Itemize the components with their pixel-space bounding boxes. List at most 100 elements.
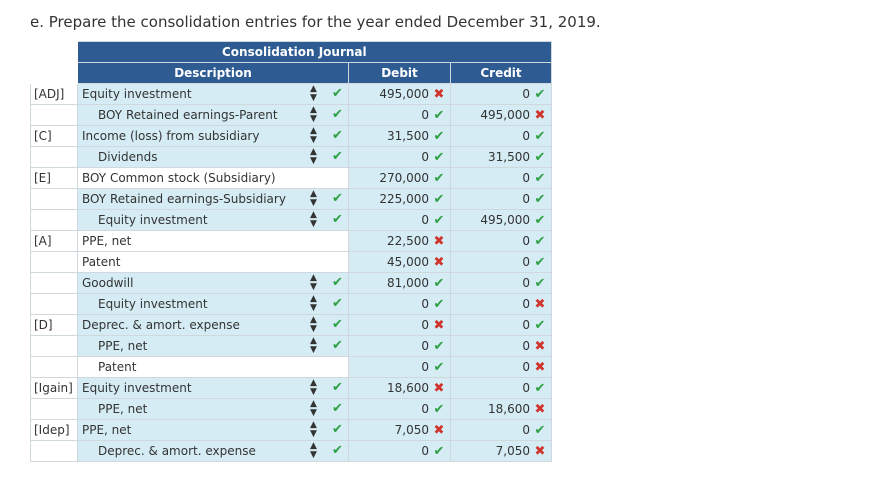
account-select[interactable]: Equity investment ▲ ▼ ✔ (77, 209, 349, 231)
debit-value: 18,600 (387, 380, 429, 395)
updown-arrows-icon[interactable]: ▲ ▼ (310, 273, 317, 292)
debit-value: 0 (421, 296, 429, 311)
check-icon: ✔ (534, 212, 546, 228)
credit-input[interactable]: 0 ✔ (450, 419, 552, 441)
credit-value: 0 (522, 359, 530, 374)
account-name: Patent (82, 255, 121, 269)
account-name: Deprec. & amort. expense (98, 444, 256, 458)
debit-input[interactable]: 0 ✔ (348, 356, 451, 378)
updown-arrows-icon[interactable]: ▲ ▼ (310, 210, 317, 229)
account-select[interactable]: Equity investment ▲ ▼ ✔ (77, 377, 349, 399)
credit-input[interactable]: 0 ✔ (450, 188, 552, 210)
debit-input[interactable]: 0 ✖ (348, 314, 451, 336)
account-select[interactable]: Income (loss) from subsidiary ▲ ▼ ✔ (77, 125, 349, 147)
debit-input[interactable]: 0 ✔ (348, 398, 451, 420)
updown-arrows-icon[interactable]: ▲ ▼ (310, 315, 317, 334)
credit-input[interactable]: 0 ✔ (450, 230, 552, 252)
credit-input[interactable]: 0 ✔ (450, 167, 552, 189)
account-select[interactable]: Deprec. & amort. expense ▲ ▼ ✔ (77, 440, 349, 462)
credit-input[interactable]: 0 ✔ (450, 314, 552, 336)
debit-value: 31,500 (387, 128, 429, 143)
account-select[interactable]: Goodwill ▲ ▼ ✔ (77, 272, 349, 294)
credit-input[interactable]: 0 ✖ (450, 293, 552, 315)
account-name: PPE, net (82, 234, 132, 248)
check-icon: ✔ (332, 128, 343, 143)
account-select[interactable]: Equity investment ▲ ▼ ✔ (77, 293, 349, 315)
credit-value: 0 (522, 422, 530, 437)
account-name: BOY Retained earnings-Parent (98, 108, 278, 122)
debit-input[interactable]: 270,000 ✔ (348, 167, 451, 189)
account-input[interactable]: Patent (77, 251, 349, 273)
updown-arrows-icon[interactable]: ▲ ▼ (310, 189, 317, 208)
check-icon: ✔ (534, 128, 546, 144)
credit-input[interactable]: 31,500 ✔ (450, 146, 552, 168)
credit-input[interactable]: 495,000 ✔ (450, 209, 552, 231)
credit-input[interactable]: 18,600 ✖ (450, 398, 552, 420)
journal-row: Equity investment ▲ ▼ ✔ 0 ✔ 0 ✖ (30, 293, 552, 315)
debit-input[interactable]: 0 ✔ (348, 209, 451, 231)
credit-input[interactable]: 0 ✖ (450, 335, 552, 357)
updown-arrows-icon[interactable]: ▲ ▼ (310, 336, 317, 355)
credit-value: 0 (522, 191, 530, 206)
account-input[interactable]: Patent (77, 356, 349, 378)
debit-input[interactable]: 225,000 ✔ (348, 188, 451, 210)
account-select[interactable]: PPE, net ▲ ▼ ✔ (77, 335, 349, 357)
entry-ref (30, 335, 78, 357)
entry-ref: [Idep] (30, 419, 78, 441)
updown-arrows-icon[interactable]: ▲ ▼ (310, 420, 317, 439)
debit-input[interactable]: 0 ✔ (348, 293, 451, 315)
account-select[interactable]: Equity investment ▲ ▼ ✔ (77, 83, 349, 105)
credit-value: 0 (522, 338, 530, 353)
credit-input[interactable]: 0 ✔ (450, 125, 552, 147)
account-select[interactable]: BOY Retained earnings-Subsidiary ▲ ▼ ✔ (77, 188, 349, 210)
account-select[interactable]: Deprec. & amort. expense ▲ ▼ ✔ (77, 314, 349, 336)
updown-arrows-icon[interactable]: ▲ ▼ (310, 399, 317, 418)
debit-input[interactable]: 45,000 ✖ (348, 251, 451, 273)
updown-arrows-icon[interactable]: ▲ ▼ (310, 441, 317, 460)
account-input[interactable]: PPE, net (77, 230, 349, 252)
debit-input[interactable]: 495,000 ✖ (348, 83, 451, 105)
check-icon: ✔ (433, 359, 445, 375)
debit-input[interactable]: 0 ✔ (348, 335, 451, 357)
entry-ref: [A] (30, 230, 78, 252)
debit-input[interactable]: 0 ✔ (348, 146, 451, 168)
debit-input[interactable]: 81,000 ✔ (348, 272, 451, 294)
journal-row: PPE, net ▲ ▼ ✔ 0 ✔ 18,600 ✖ (30, 398, 552, 420)
debit-input[interactable]: 7,050 ✖ (348, 419, 451, 441)
updown-arrows-icon[interactable]: ▲ ▼ (310, 105, 317, 124)
updown-arrows-icon[interactable]: ▲ ▼ (310, 294, 317, 313)
updown-arrows-icon[interactable]: ▲ ▼ (310, 378, 317, 397)
account-name: Equity investment (98, 297, 208, 311)
credit-input[interactable]: 0 ✔ (450, 377, 552, 399)
updown-arrows-icon[interactable]: ▲ ▼ (310, 147, 317, 166)
debit-input[interactable]: 18,600 ✖ (348, 377, 451, 399)
credit-input[interactable]: 7,050 ✖ (450, 440, 552, 462)
credit-input[interactable]: 0 ✖ (450, 356, 552, 378)
account-input[interactable]: BOY Common stock (Subsidiary) (77, 167, 349, 189)
journal-row: Goodwill ▲ ▼ ✔ 81,000 ✔ 0 ✔ (30, 272, 552, 294)
x-icon: ✖ (433, 317, 445, 333)
debit-input[interactable]: 31,500 ✔ (348, 125, 451, 147)
journal-row: [D] Deprec. & amort. expense ▲ ▼ ✔ 0 ✖ 0 ✔ (30, 314, 552, 336)
debit-input[interactable]: 22,500 ✖ (348, 230, 451, 252)
credit-input[interactable]: 0 ✔ (450, 83, 552, 105)
account-name: BOY Common stock (Subsidiary) (82, 171, 276, 185)
credit-input[interactable]: 0 ✔ (450, 251, 552, 273)
debit-input[interactable]: 0 ✔ (348, 104, 451, 126)
check-icon: ✔ (534, 254, 546, 270)
updown-arrows-icon[interactable]: ▲ ▼ (310, 126, 317, 145)
credit-input[interactable]: 495,000 ✖ (450, 104, 552, 126)
debit-input[interactable]: 0 ✔ (348, 440, 451, 462)
debit-value: 7,050 (394, 422, 429, 437)
entry-ref (30, 356, 78, 378)
account-select[interactable]: BOY Retained earnings-Parent ▲ ▼ ✔ (77, 104, 349, 126)
credit-value: 0 (522, 275, 530, 290)
check-icon: ✔ (433, 149, 445, 165)
account-select[interactable]: Dividends ▲ ▼ ✔ (77, 146, 349, 168)
credit-input[interactable]: 0 ✔ (450, 272, 552, 294)
debit-value: 270,000 (379, 170, 429, 185)
updown-arrows-icon[interactable]: ▲ ▼ (310, 84, 317, 103)
x-icon: ✖ (534, 401, 546, 417)
account-select[interactable]: PPE, net ▲ ▼ ✔ (77, 419, 349, 441)
account-select[interactable]: PPE, net ▲ ▼ ✔ (77, 398, 349, 420)
